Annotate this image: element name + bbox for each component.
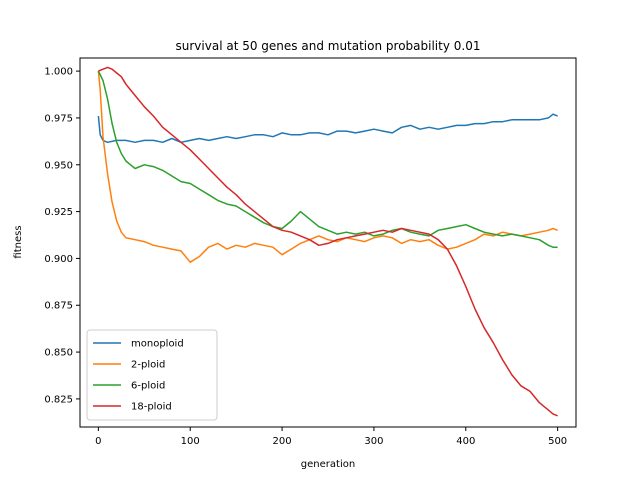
series-line-6-ploid bbox=[97, 70, 558, 248]
series-line-2-ploid bbox=[97, 71, 558, 263]
y-tick-label: 1.000 bbox=[44, 67, 73, 78]
plot-area bbox=[97, 66, 558, 417]
x-tick-label: 300 bbox=[364, 436, 383, 447]
y-tick-label: 0.925 bbox=[44, 207, 73, 218]
y-tick-label: 0.950 bbox=[44, 160, 73, 171]
legend-label: 6-ploid bbox=[131, 381, 165, 392]
x-tick-label: 0 bbox=[95, 436, 101, 447]
chart-title: survival at 50 genes and mutation probab… bbox=[176, 39, 481, 53]
legend-label: 18-ploid bbox=[131, 402, 172, 413]
series-line-18-ploid bbox=[98, 66, 558, 417]
x-axis-label: generation bbox=[301, 459, 355, 470]
series-line-monoploid bbox=[97, 113, 558, 144]
y-tick-label: 0.825 bbox=[44, 394, 73, 405]
y-tick-label: 0.900 bbox=[44, 254, 73, 265]
legend-label: monoploid bbox=[131, 339, 184, 350]
legend: monoploid 2-ploid 6-ploid 18-ploid bbox=[86, 329, 218, 421]
y-tick-label: 0.875 bbox=[44, 301, 73, 312]
legend-label: 2-ploid bbox=[131, 360, 165, 371]
x-tick-label: 100 bbox=[181, 436, 200, 447]
y-tick-label: 0.975 bbox=[44, 113, 73, 124]
axes-frame bbox=[79, 57, 577, 428]
x-tick-label: 500 bbox=[548, 436, 567, 447]
x-tick-label: 400 bbox=[456, 436, 475, 447]
y-tick-label: 0.850 bbox=[44, 348, 73, 359]
y-axis-label: fitness bbox=[13, 225, 24, 258]
legend-box bbox=[86, 329, 218, 421]
x-tick-label: 200 bbox=[273, 436, 292, 447]
